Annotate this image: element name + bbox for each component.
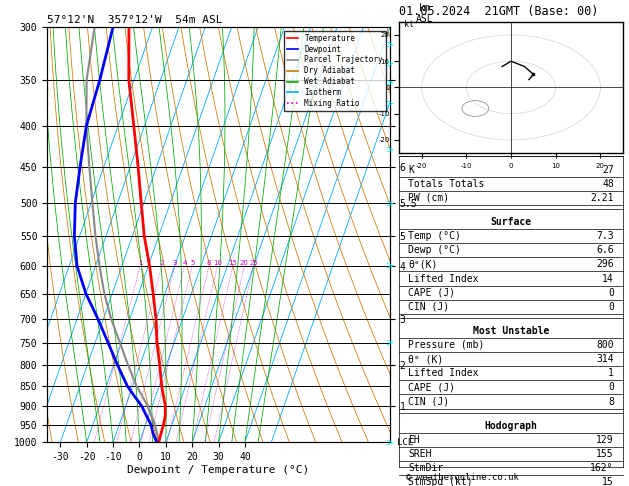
Text: 0: 0: [608, 302, 614, 312]
Text: 162°: 162°: [590, 463, 614, 473]
Text: 296: 296: [596, 260, 614, 269]
Text: 8: 8: [608, 397, 614, 406]
Text: 0: 0: [608, 288, 614, 297]
Text: 2: 2: [159, 260, 164, 266]
Text: Temp (°C): Temp (°C): [408, 231, 461, 241]
Text: 3: 3: [172, 260, 177, 266]
Text: 5: 5: [190, 260, 194, 266]
Text: Pressure (mb): Pressure (mb): [408, 340, 485, 350]
Text: 15: 15: [228, 260, 237, 266]
Text: Dewp (°C): Dewp (°C): [408, 245, 461, 255]
Text: 314: 314: [596, 354, 614, 364]
Text: >: >: [386, 39, 394, 50]
Text: 10: 10: [213, 260, 222, 266]
Text: >: >: [386, 338, 394, 348]
Text: Lifted Index: Lifted Index: [408, 368, 479, 378]
Text: >: >: [386, 78, 394, 88]
Text: SREH: SREH: [408, 449, 432, 459]
Text: 4: 4: [182, 260, 187, 266]
Text: 800: 800: [596, 340, 614, 350]
Text: 7.3: 7.3: [596, 231, 614, 241]
Text: 1: 1: [608, 368, 614, 378]
Text: 6.6: 6.6: [596, 245, 614, 255]
Text: EH: EH: [408, 434, 420, 445]
Text: >: >: [386, 58, 394, 68]
Text: θᵉ(K): θᵉ(K): [408, 260, 438, 269]
Text: kt: kt: [404, 20, 414, 29]
Text: 129: 129: [596, 434, 614, 445]
Text: >: >: [386, 261, 394, 271]
Text: km
ASL: km ASL: [416, 3, 433, 24]
Text: >: >: [386, 99, 394, 109]
Text: CIN (J): CIN (J): [408, 302, 450, 312]
Text: 01.05.2024  21GMT (Base: 00): 01.05.2024 21GMT (Base: 00): [399, 5, 599, 18]
Text: 14: 14: [602, 274, 614, 283]
Text: 0: 0: [608, 382, 614, 392]
Text: Lifted Index: Lifted Index: [408, 274, 479, 283]
Text: 155: 155: [596, 449, 614, 459]
Text: CAPE (J): CAPE (J): [408, 382, 455, 392]
Text: >: >: [386, 198, 394, 208]
Text: 27: 27: [602, 165, 614, 174]
Text: 57°12'N  357°12'W  54m ASL: 57°12'N 357°12'W 54m ASL: [47, 15, 223, 25]
Text: 20: 20: [240, 260, 249, 266]
Text: 48: 48: [602, 179, 614, 189]
Text: Surface: Surface: [491, 217, 532, 227]
Text: StmDir: StmDir: [408, 463, 443, 473]
X-axis label: Dewpoint / Temperature (°C): Dewpoint / Temperature (°C): [128, 465, 309, 475]
Text: Totals Totals: Totals Totals: [408, 179, 485, 189]
Text: 15: 15: [602, 477, 614, 486]
Text: >: >: [386, 437, 394, 447]
Text: 25: 25: [249, 260, 258, 266]
Text: θᵉ (K): θᵉ (K): [408, 354, 443, 364]
Text: Most Unstable: Most Unstable: [473, 326, 549, 336]
Text: Hodograph: Hodograph: [484, 420, 538, 431]
Text: © weatheronline.co.uk: © weatheronline.co.uk: [406, 473, 518, 482]
Legend: Temperature, Dewpoint, Parcel Trajectory, Dry Adiabat, Wet Adiabat, Isotherm, Mi: Temperature, Dewpoint, Parcel Trajectory…: [284, 31, 386, 111]
Text: CAPE (J): CAPE (J): [408, 288, 455, 297]
Text: LCL: LCL: [397, 438, 413, 447]
Text: PW (cm): PW (cm): [408, 193, 450, 203]
Text: StmSpd (kt): StmSpd (kt): [408, 477, 473, 486]
Text: >: >: [386, 145, 394, 155]
Text: K: K: [408, 165, 415, 174]
Text: 8: 8: [207, 260, 211, 266]
Text: 2.21: 2.21: [590, 193, 614, 203]
Text: 1: 1: [138, 260, 142, 266]
Text: CIN (J): CIN (J): [408, 397, 450, 406]
